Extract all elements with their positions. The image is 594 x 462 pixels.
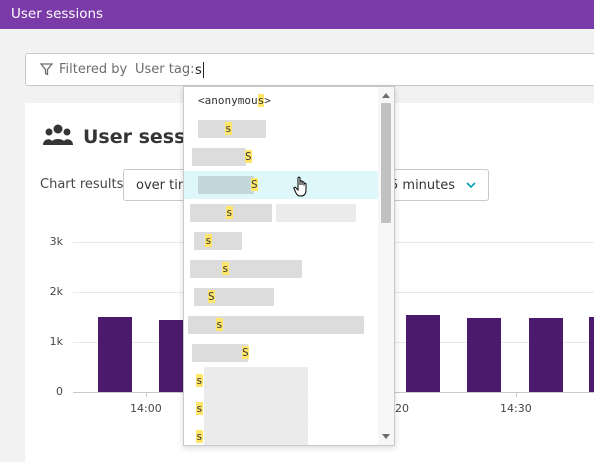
- scroll-up-icon[interactable]: [382, 93, 390, 98]
- redacted-text: [204, 395, 308, 423]
- chart-bar[interactable]: [467, 318, 501, 392]
- redacted-text: [276, 204, 356, 222]
- y-tick-label: 0: [56, 385, 63, 398]
- redacted-text: [198, 176, 254, 194]
- y-tick-label: 3k: [49, 235, 63, 248]
- redacted-text: [190, 260, 302, 278]
- chevron-down-icon: [466, 182, 476, 189]
- redacted-text: [194, 288, 274, 306]
- x-tick-label: 14:30: [500, 402, 532, 415]
- match-highlight: s: [216, 318, 223, 331]
- chart-bar[interactable]: [529, 318, 563, 392]
- filter-input[interactable]: s: [195, 62, 204, 78]
- x-tick-mark: [146, 393, 147, 397]
- text-caret: [202, 62, 204, 78]
- topbar: User sessions: [0, 0, 594, 29]
- suggestion-item-hovered[interactable]: S: [184, 171, 380, 199]
- redacted-text: [192, 344, 248, 362]
- x-tick-label: 20: [395, 402, 409, 415]
- suggestion-item[interactable]: s: [184, 395, 380, 423]
- user-tag-label: User tag:: [135, 62, 195, 77]
- suggestion-label: <anonymous>: [198, 94, 271, 107]
- users-group-icon: [43, 124, 73, 145]
- match-highlight: S: [208, 290, 215, 303]
- redacted-text: [198, 120, 266, 138]
- suggestion-item[interactable]: s: [184, 227, 380, 255]
- match-highlight: S: [251, 178, 258, 191]
- filter-input-value: s: [195, 62, 202, 78]
- suggestion-item[interactable]: s: [184, 311, 380, 339]
- chart-mode-value: over tin: [136, 178, 187, 193]
- match-highlight: s: [226, 206, 233, 219]
- redacted-text: [188, 316, 364, 334]
- match-highlight: s: [225, 122, 232, 135]
- chart-bar[interactable]: [589, 317, 594, 392]
- redacted-text: [192, 148, 246, 166]
- interval-value: 5 minutes: [390, 178, 456, 193]
- match-highlight: s: [196, 374, 203, 387]
- suggestion-item[interactable]: S: [184, 283, 380, 311]
- match-highlight: S: [245, 150, 252, 163]
- match-highlight: S: [242, 346, 249, 359]
- suggestion-item[interactable]: s: [184, 423, 380, 445]
- match-highlight: s: [196, 402, 203, 415]
- chart-results-label: Chart results: [40, 177, 124, 192]
- filter-bar[interactable]: Filtered by User tag: s: [25, 53, 594, 86]
- x-tick-mark: [516, 393, 517, 397]
- page-title: User sessions: [11, 6, 104, 22]
- scroll-down-icon[interactable]: [382, 434, 390, 439]
- suggestion-anonymous[interactable]: <anonymous>: [184, 87, 380, 115]
- filter-icon: [40, 63, 53, 76]
- suggestion-item[interactable]: s: [184, 255, 380, 283]
- suggestion-list: <anonymous> s S S s s s S: [184, 87, 380, 445]
- match-highlight: s: [205, 234, 212, 247]
- suggestion-item[interactable]: s: [184, 115, 380, 143]
- redacted-text: [194, 232, 242, 250]
- scrollbar-thumb[interactable]: [381, 103, 391, 223]
- match-highlight: s: [196, 430, 203, 443]
- match-highlight: s: [222, 262, 229, 275]
- chart-bar[interactable]: [406, 315, 440, 392]
- x-tick-label: 14:00: [130, 402, 162, 415]
- card-title: User sessio: [83, 126, 205, 148]
- y-tick-label: 1k: [49, 335, 63, 348]
- redacted-text: [204, 423, 308, 445]
- filtered-by-label: Filtered by: [59, 62, 128, 77]
- suggestion-item[interactable]: s: [184, 199, 380, 227]
- chart-bar[interactable]: [98, 317, 132, 392]
- suggestion-item[interactable]: S: [184, 339, 380, 367]
- dropdown-scrollbar[interactable]: [378, 87, 394, 445]
- redacted-text: [204, 367, 308, 395]
- tag-suggestions-dropdown[interactable]: <anonymous> s S S s s s S: [183, 86, 395, 446]
- hand-cursor-icon: [293, 176, 307, 197]
- y-tick-label: 2k: [49, 285, 63, 298]
- suggestion-item[interactable]: s: [184, 367, 380, 395]
- suggestion-item[interactable]: S: [184, 143, 380, 171]
